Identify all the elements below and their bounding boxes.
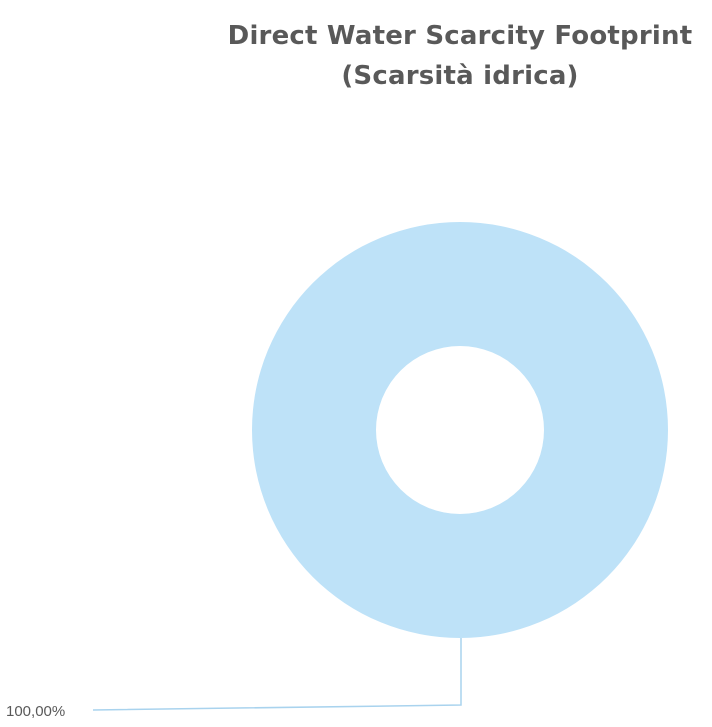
chart-title-line-2: (Scarsità idrica) xyxy=(341,61,579,91)
data-label: 100,00% xyxy=(6,703,65,720)
chart-title: Direct Water Scarcity Footprint (Scarsit… xyxy=(190,16,712,96)
donut-slice xyxy=(252,222,668,638)
chart-title-line-1: Direct Water Scarcity Footprint xyxy=(227,21,693,51)
donut-slices xyxy=(252,222,668,638)
data-labels: 100,00% xyxy=(6,638,462,720)
leader-line xyxy=(92,638,462,711)
